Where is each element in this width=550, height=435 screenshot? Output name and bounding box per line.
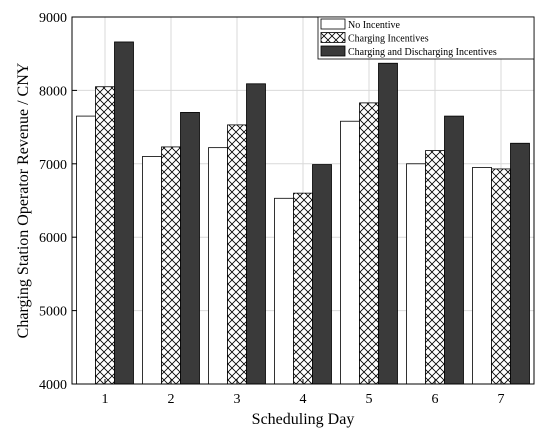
bar-charging-incentives-day-5 (359, 102, 379, 385)
bar-charging-incentives-day-1 (95, 86, 115, 385)
y-tick-label: 6000 (39, 231, 67, 246)
bar-no-incentive-day-4 (274, 197, 294, 385)
legend-swatch (320, 18, 346, 30)
legend-box (317, 16, 535, 60)
y-tick-label: 5000 (39, 305, 67, 320)
bar-no-incentive-day-6 (406, 163, 426, 385)
bar-charging-discharging-incentives-day-3 (246, 83, 266, 385)
bar-charging-discharging-incentives-day-7 (510, 142, 530, 385)
x-tick-label: 3 (234, 392, 241, 407)
bar-no-incentive-day-7 (472, 167, 492, 385)
bar-charging-discharging-incentives-day-4 (312, 164, 332, 385)
bar-charging-incentives-day-4 (293, 192, 313, 385)
legend-label: Charging and Discharging Incentives (348, 47, 497, 58)
axis-ticks: 1 2 3 4 5 6 7 4000 5000 6000 7000 8000 9000 (39, 11, 505, 407)
legend-label: Charging Incentives (348, 34, 429, 45)
bar-charging-incentives-day-7 (491, 168, 511, 385)
bar-no-incentive-day-3 (208, 147, 228, 385)
y-tick-label: 9000 (39, 11, 67, 26)
bar-charging-discharging-incentives-day-6 (444, 115, 464, 385)
x-tick-label: 2 (168, 392, 175, 407)
bar-charging-incentives-day-6 (425, 150, 445, 385)
bars (76, 41, 530, 385)
legend-swatch (320, 45, 346, 57)
legend-label: No Incentive (348, 20, 400, 31)
bar-charging-discharging-incentives-day-2 (180, 112, 200, 385)
bar-charging-incentives-day-3 (227, 124, 247, 385)
x-tick-label: 6 (432, 392, 439, 407)
bar-no-incentive-day-2 (142, 156, 162, 385)
legend-swatch (320, 32, 346, 43)
y-tick-label: 7000 (39, 158, 67, 173)
x-axis-title: Scheduling Day (252, 411, 355, 428)
bar-charging-discharging-incentives-day-1 (114, 41, 134, 385)
x-tick-label: 5 (366, 392, 373, 407)
bar-no-incentive-day-1 (76, 115, 96, 385)
x-tick-label: 7 (498, 392, 505, 407)
y-tick-label: 4000 (39, 378, 67, 393)
x-tick-label: 4 (300, 392, 307, 407)
y-axis-title: Charging Station Operator Revenue / CNY (15, 62, 32, 338)
x-tick-label: 1 (102, 392, 109, 407)
y-tick-label: 8000 (39, 84, 67, 99)
bar-charging-discharging-incentives-day-5 (378, 62, 398, 385)
legend: No Incentive Charging Incentives Charging … (317, 16, 535, 60)
bar-charging-incentives-day-2 (161, 146, 181, 385)
bar-no-incentive-day-5 (340, 120, 360, 385)
